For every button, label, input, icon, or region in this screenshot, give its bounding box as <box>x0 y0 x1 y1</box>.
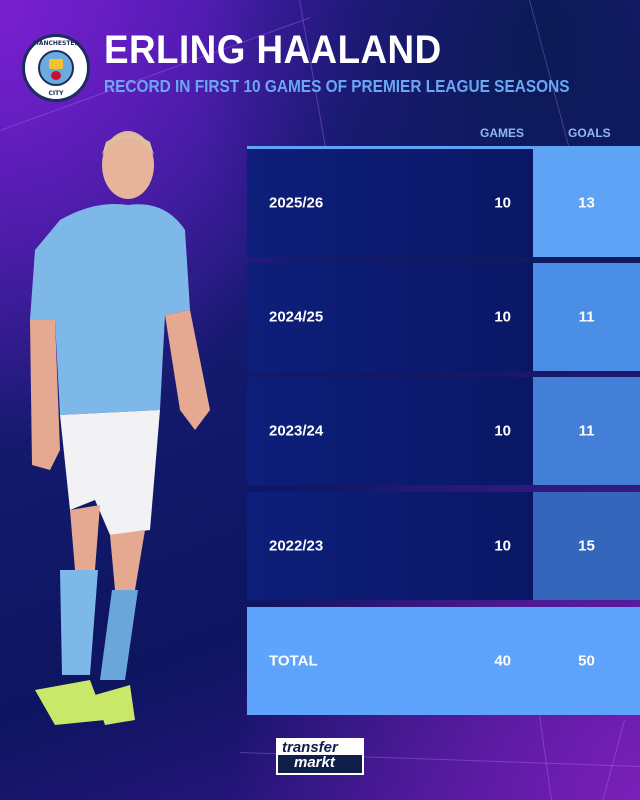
column-header-games: GAMES <box>480 126 525 140</box>
games-value: 10 <box>494 194 511 212</box>
games-value: 10 <box>494 422 511 440</box>
games-value: 10 <box>494 537 511 555</box>
decor-line <box>600 719 625 800</box>
transfermarkt-logo: transfer markt <box>276 738 364 775</box>
table-row: 2023/24 10 11 <box>247 377 640 485</box>
logo-top-text: transfer <box>278 740 362 755</box>
table-row: 2022/23 10 15 <box>247 492 640 600</box>
logo-bottom-text: markt <box>294 754 335 771</box>
crest-bottom-text: CITY <box>48 90 64 97</box>
goals-value: 15 <box>578 537 595 555</box>
player-photo <box>30 131 210 725</box>
club-crest-logo: MANCHESTER CITY <box>22 34 90 102</box>
column-header-goals: GOALS <box>568 126 611 140</box>
season-label: 2022/23 <box>269 537 324 555</box>
decor-line <box>539 715 553 800</box>
total-games-value: 40 <box>494 652 511 670</box>
total-row: TOTAL 40 50 <box>247 607 640 715</box>
table-row: 2025/26 10 13 <box>247 149 640 257</box>
goals-value: 11 <box>578 308 595 326</box>
total-goals-value: 50 <box>578 652 595 670</box>
goals-value: 11 <box>578 422 595 440</box>
page-title: ERLING HAALAND <box>104 28 442 72</box>
table-top-border <box>247 146 640 149</box>
table-row: 2024/25 10 11 <box>247 263 640 371</box>
season-label: 2023/24 <box>269 422 324 440</box>
total-label: TOTAL <box>269 652 318 670</box>
games-value: 10 <box>494 308 511 326</box>
season-label: 2025/26 <box>269 194 324 212</box>
page-subtitle: RECORD IN FIRST 10 GAMES OF PREMIER LEAG… <box>104 76 570 96</box>
crest-top-text: MANCHESTER <box>32 40 80 47</box>
goals-value: 13 <box>578 194 595 212</box>
season-label: 2024/25 <box>269 308 324 326</box>
